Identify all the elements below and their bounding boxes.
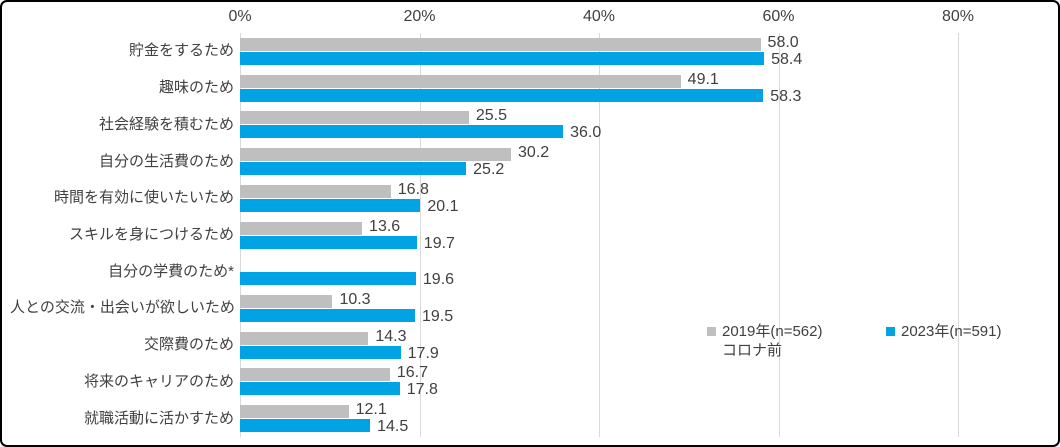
value-label-2023: 58.4 — [771, 50, 803, 68]
gridline — [599, 33, 600, 437]
legend-swatch-2019-icon — [707, 327, 716, 336]
bar-2023 — [240, 162, 467, 176]
value-label-2023: 19.7 — [423, 234, 455, 252]
value-label-2023: 17.8 — [406, 381, 438, 399]
bar-2023 — [240, 272, 416, 286]
legend-item-2023: 2023年(n=591) — [886, 322, 1002, 341]
legend-label-2019-line1: 2019年(n=562) — [722, 323, 823, 340]
category-label: 自分の生活費のため — [98, 152, 234, 170]
value-label-2019: 16.8 — [397, 180, 429, 198]
bar-2019 — [240, 184, 391, 198]
bar-2023 — [240, 88, 764, 102]
x-axis-tick-label: 20% — [403, 8, 436, 25]
category-label: 時間を有効に使いたいため — [53, 189, 234, 207]
value-label-2023: 17.9 — [407, 344, 439, 362]
value-label-2023: 19.6 — [422, 271, 455, 289]
value-label-2023: 20.1 — [427, 197, 459, 215]
bar-2023 — [240, 51, 765, 65]
x-axis-tick-label: 0% — [228, 8, 252, 25]
bar-2023 — [240, 125, 564, 139]
bar-2019 — [240, 405, 349, 419]
bar-2019 — [240, 111, 469, 125]
value-label-2019: 49.1 — [687, 70, 719, 88]
value-label-2023: 25.2 — [473, 161, 505, 179]
gridline — [958, 33, 959, 437]
value-label-2019: 30.2 — [518, 144, 550, 162]
value-label-2019: 12.1 — [355, 401, 387, 419]
gridline — [419, 33, 421, 437]
x-axis-tick-label: 80% — [941, 8, 975, 25]
category-label: 人との交流・出会いが欲しいため — [10, 299, 235, 317]
value-label-2023: 14.5 — [377, 418, 409, 436]
value-label-2019: 10.3 — [339, 290, 371, 308]
category-label: スキルを身につけるため — [68, 226, 234, 243]
bar-2023 — [240, 308, 415, 322]
bar-2023 — [240, 345, 401, 359]
legend-label-2023: 2023年(n=591) — [901, 323, 1002, 340]
value-label-2019: 58.0 — [767, 33, 799, 51]
category-label: 交際費のため — [143, 336, 234, 354]
bar-2023 — [240, 198, 421, 212]
bar-2019 — [240, 74, 681, 88]
axis-line — [240, 33, 241, 437]
bar-2019 — [240, 37, 761, 51]
x-axis-tick-label: 40% — [582, 8, 616, 25]
legend-item-2019: 2019年(n=562) コロナ前 — [707, 322, 823, 360]
value-label-2023: 58.3 — [770, 87, 802, 105]
x-axis-tick-label: 60% — [762, 8, 795, 25]
category-label: 趣味のため — [158, 79, 234, 97]
category-label: 自分の学費のため* — [108, 262, 234, 280]
gridline — [778, 33, 780, 437]
value-label-2019: 13.6 — [369, 217, 401, 235]
value-label-2019: 16.7 — [396, 364, 429, 382]
category-label: 貯金をするため — [128, 42, 234, 60]
value-label-2023: 19.5 — [422, 307, 454, 325]
bar-2019 — [240, 148, 512, 162]
bar-2019 — [240, 331, 369, 345]
category-label: 将来のキャリアのため — [83, 372, 234, 390]
legend-swatch-2023-icon — [886, 327, 895, 336]
bar-2023 — [240, 419, 371, 433]
value-label-2019: 25.5 — [475, 107, 507, 125]
bar-2023 — [240, 235, 417, 249]
bar-2023 — [240, 382, 400, 396]
bar-2019 — [240, 294, 333, 308]
value-label-2019: 14.3 — [375, 327, 407, 345]
legend-label-2019: 2019年(n=562) コロナ前 — [722, 322, 823, 360]
category-label: 社会経験を積むため — [98, 115, 234, 133]
category-label: 就職活動に活かすため — [83, 409, 234, 427]
bar-2019 — [240, 221, 363, 235]
value-label-2023: 36.0 — [570, 124, 602, 142]
legend-label-2019-line2: コロナ前 — [722, 342, 783, 359]
bar-2019 — [240, 368, 390, 382]
